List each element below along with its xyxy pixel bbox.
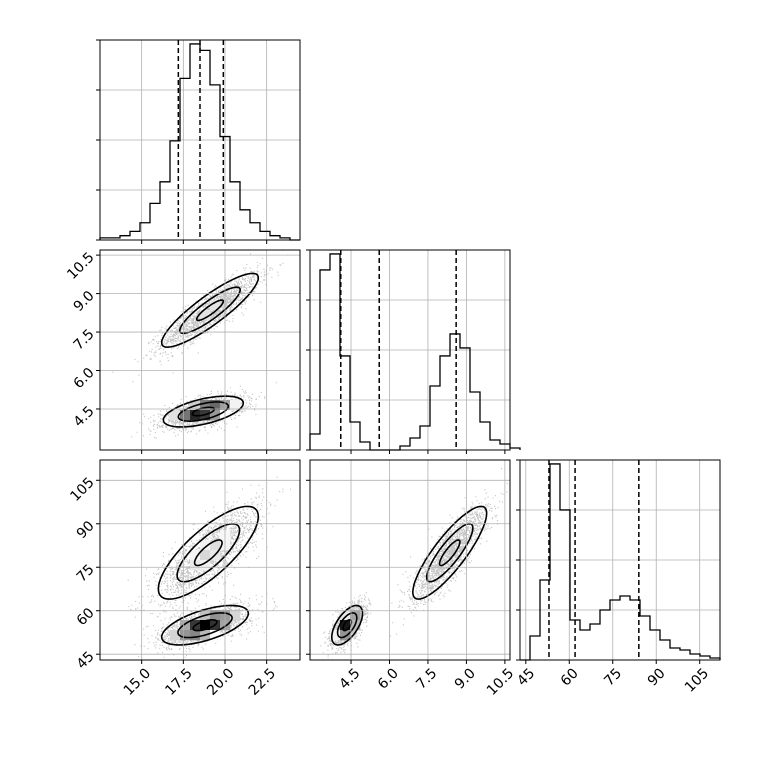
scatter-panel-p0-p2 — [99, 459, 301, 661]
scatter-panel-p0-p2-contour-1-0 — [160, 604, 250, 646]
scatter-panel-p0-p1-contour-1-2 — [191, 406, 216, 417]
y-axis-p2-ytick-label-3: 90 — [74, 518, 98, 542]
scatter-panel-p0-p2-contour-1-2 — [192, 619, 218, 632]
y-axis-p2-ytick-label-2: 75 — [74, 562, 98, 586]
x-axis-p2-xtick-label-1: 60 — [558, 665, 582, 689]
scatter-panel-p1-p2-contour-1-1 — [336, 612, 358, 639]
hist-panel-p0-histogram — [99, 43, 300, 241]
y-axis-p2-ytick-label-0: 45 — [74, 649, 98, 673]
scatter-panel-p0-p2-density-cell — [200, 550, 211, 561]
hist-panel-p2-histogram — [520, 463, 721, 661]
scatter-panel-p0-p2-contour-0-0 — [157, 505, 260, 600]
scatter-panel-p0-p1-contour-1-1 — [177, 401, 230, 423]
x-axis-p2-xtick-label-3: 90 — [645, 665, 669, 689]
scatter-panel-p0-p2-scatter-points — [127, 476, 292, 658]
scatter-panel-p1-p2-contour-0-1 — [425, 522, 474, 583]
hist-panel-p1-histogram — [309, 253, 521, 451]
x-axis-p1-xtick-label-0: 4.5 — [336, 665, 363, 692]
hist-panel-p0 — [96, 39, 301, 241]
scatter-panel-p0-p2-density-cell — [210, 540, 221, 551]
scatter-panel-p0-p1-density-cell — [180, 410, 191, 421]
scatter-panel-p0-p2-density-cell — [200, 540, 211, 551]
x-axis-p1-xtick-label-2: 7.5 — [413, 665, 440, 692]
scatter-panel-p0-p1-contour-1-0 — [162, 395, 245, 428]
scatter-panel-p0-p1-density-cell — [210, 300, 221, 311]
x-axis-p0-xtick-label-0: 15.0 — [121, 665, 154, 698]
scatter-panel-p0-p2-border — [99, 459, 301, 661]
scatter-panel-p1-p2-contour-0-0 — [411, 505, 488, 600]
x-axis-p0-xtick-label-3: 22.5 — [246, 665, 279, 698]
scatter-panel-p0-p1-density-cell — [210, 410, 221, 421]
scatter-panel-p0-p1-contour-0-1 — [178, 286, 242, 335]
scatter-panel-p0-p2-density-cell — [170, 630, 181, 641]
y-axis-p2-ytick-label-1: 60 — [74, 605, 98, 629]
y-axis-p1-ytick-label-0: 4.5 — [71, 403, 98, 430]
scatter-panel-p1-p2-border — [309, 459, 511, 661]
x-axis-p2-xtick-label-4: 105 — [682, 665, 712, 695]
y-axis-p1-ytick-label-4: 10.5 — [64, 249, 97, 282]
scatter-panel-p0-p1-density-cell — [200, 310, 211, 321]
scatter-panel-p0-p2-density-cell — [210, 630, 221, 641]
scatter-panel-p0-p1-density-cell — [230, 400, 241, 411]
scatter-panel-p0-p2-density-cell — [200, 620, 211, 631]
scatter-panel-p1-p2-density-cell — [340, 620, 351, 631]
hist-panel-p2 — [516, 459, 721, 661]
scatter-panel-p0-p2-density-cell — [190, 630, 201, 641]
scatter-panel-p0-p1-contour-0-0 — [160, 272, 260, 349]
hist-panel-p0-border — [99, 39, 301, 241]
scatter-panel-p0-p1-border — [99, 249, 301, 451]
x-axis-p0-xtick-label-1: 17.5 — [162, 665, 195, 698]
scatter-panel-p1-p2-density-cell — [340, 610, 351, 621]
scatter-panel-p0-p2-density-cell — [190, 550, 201, 561]
scatter-panel-p1-p2 — [309, 459, 511, 661]
scatter-panel-p1-p2-density-cell — [350, 610, 361, 621]
scatter-panel-p1-p2-density-cell — [340, 630, 351, 641]
hist-panel-p1-border — [309, 249, 511, 451]
x-axis-p1-xtick-label-3: 9.0 — [452, 665, 479, 692]
hist-panel-p1 — [306, 249, 521, 451]
y-axis-p1-ytick-label-1: 6.0 — [71, 365, 98, 392]
scatter-panel-p0-p2-density-cell — [200, 560, 211, 571]
hist-panel-p2-border — [519, 459, 721, 661]
scatter-panel-p0-p2-contour-0-2 — [193, 539, 223, 567]
scatter-panel-p0-p2-density-cell — [230, 610, 241, 621]
scatter-panel-p0-p1 — [99, 249, 301, 451]
y-axis-p2-ytick-label-4: 105 — [67, 475, 97, 505]
x-axis-p2-xtick-label-2: 75 — [601, 665, 625, 689]
scatter-panel-p0-p1-contour-0-2 — [195, 299, 225, 322]
scatter-panel-p1-p2-contour-1-0 — [331, 604, 364, 646]
scatter-panel-p0-p1-content — [112, 250, 289, 439]
y-axis-p1-ytick-label-2: 7.5 — [71, 326, 98, 353]
y-axis-p1-ytick-label-3: 9.0 — [71, 288, 98, 315]
scatter-panel-p0-p1-density-cell — [210, 400, 221, 411]
scatter-panel-p0-p1-density-cell — [170, 410, 181, 421]
scatter-panel-p0-p1-density-cell — [200, 400, 211, 411]
x-axis-p1-xtick-label-4: 10.5 — [484, 665, 517, 698]
scatter-panel-p0-p2-density-cell — [180, 620, 191, 631]
scatter-panel-p1-p2-density-cell — [330, 630, 341, 641]
scatter-panel-p1-p2-contour-0-2 — [438, 539, 461, 567]
scatter-panel-p0-p2-contour-1-1 — [177, 612, 233, 639]
x-axis-p1-xtick-label-1: 6.0 — [375, 665, 402, 692]
scatter-panel-p0-p2-density-cell — [210, 610, 221, 621]
scatter-panel-p0-p2-density-cell — [180, 630, 191, 641]
x-axis-p2-xtick-label-0: 45 — [514, 665, 538, 689]
x-axis-p0-xtick-label-2: 20.0 — [204, 665, 237, 698]
